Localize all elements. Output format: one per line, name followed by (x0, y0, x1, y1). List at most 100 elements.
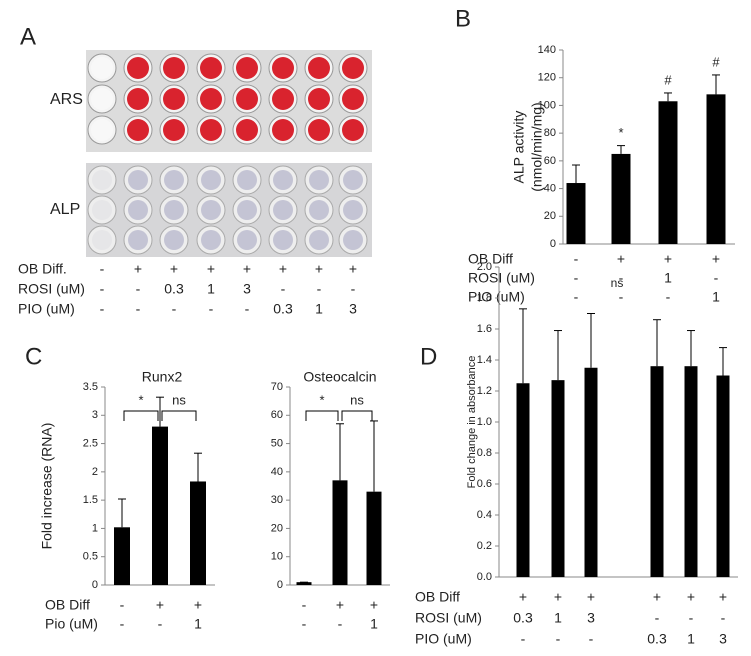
well-stain (236, 57, 258, 79)
y-tick-label: 80 (544, 127, 556, 139)
condition-value: - (100, 261, 105, 277)
condition-value: - (521, 631, 526, 647)
condition-name: PIO (uM) (415, 631, 472, 647)
panel-label: A (20, 23, 36, 50)
condition-value: 1 (712, 289, 720, 305)
condition-value: 0.3 (164, 281, 184, 297)
bracket (341, 410, 373, 421)
panel-label: D (420, 343, 437, 370)
bar (332, 480, 348, 585)
condition-name: PIO (uM) (18, 301, 75, 317)
condition-name: ROSI (uM) (468, 270, 535, 286)
y-tick-label: 0.0 (477, 571, 492, 583)
well-stain (343, 170, 363, 190)
well-stain (273, 230, 293, 250)
well-stain (201, 200, 221, 220)
well-stain (127, 57, 149, 79)
bar-label: * (618, 125, 623, 140)
condition-name: OB Diff (468, 251, 513, 267)
condition-value: 3 (587, 610, 595, 626)
bracket-label: * (138, 392, 143, 407)
bar (584, 367, 598, 577)
bracket-label: ns (350, 392, 364, 407)
bracket-label: * (319, 392, 324, 407)
row-label: ALP (50, 201, 80, 218)
condition-value: - (120, 597, 125, 613)
well-stain (272, 57, 294, 79)
condition-value: - (556, 631, 561, 647)
condition-value: 1 (370, 616, 378, 632)
condition-value: - (574, 270, 579, 286)
bar (716, 375, 730, 577)
condition-name: OB Diff (415, 589, 460, 605)
well-stain (342, 57, 364, 79)
well-stain (164, 230, 184, 250)
bar (611, 153, 631, 244)
condition-name: ROSI (uM) (18, 281, 85, 297)
y-tick-label: 20 (544, 210, 556, 222)
chart-title: Runx2 (142, 369, 183, 385)
well-stain (127, 119, 149, 141)
y-tick-label: 1 (92, 522, 98, 534)
well-stain (163, 88, 185, 110)
y-tick-label: 70 (271, 381, 283, 393)
condition-value: 3 (349, 301, 357, 317)
y-tick-label: 100 (538, 99, 556, 111)
well-stain (92, 200, 112, 220)
condition-value: - (100, 281, 105, 297)
condition-value: + (687, 589, 695, 605)
well-stain (91, 119, 113, 141)
well-stain (273, 170, 293, 190)
well-stain (91, 88, 113, 110)
y-tick-label: 1.8 (477, 292, 492, 304)
well-stain (309, 200, 329, 220)
condition-value: - (136, 301, 141, 317)
y-tick-label: 30 (271, 494, 283, 506)
bar (684, 366, 698, 577)
condition-value: + (156, 597, 164, 613)
condition-value: - (619, 270, 624, 286)
well-stain (164, 170, 184, 190)
bar-label: # (712, 54, 720, 69)
well-stain (308, 119, 330, 141)
y-tick-label: 0.5 (83, 551, 98, 563)
bar (152, 426, 168, 585)
well-stain (200, 57, 222, 79)
well-stain (237, 200, 257, 220)
well-stain (273, 200, 293, 220)
y-tick-label: 3 (92, 409, 98, 421)
condition-value: - (721, 610, 726, 626)
condition-value: - (589, 631, 594, 647)
condition-value: + (279, 261, 287, 277)
bar (366, 491, 382, 585)
condition-value: + (587, 589, 595, 605)
y-tick-label: 1.6 (477, 323, 492, 335)
condition-value: + (653, 589, 661, 605)
condition-value: 1 (315, 301, 323, 317)
y-tick-label: 0.4 (477, 509, 492, 521)
condition-value: + (519, 589, 527, 605)
condition-value: - (302, 616, 307, 632)
well-stain (164, 200, 184, 220)
chart-title: Osteocalcin (303, 369, 376, 385)
well-stain (163, 119, 185, 141)
y-tick-label: 60 (544, 155, 556, 167)
condition-value: - (100, 301, 105, 317)
condition-value: + (617, 251, 625, 267)
condition-name: OB Diff. (18, 261, 67, 277)
well-stain (201, 170, 221, 190)
y-tick-label: 1.2 (477, 385, 492, 397)
y-tick-label: 1.5 (83, 494, 98, 506)
y-tick-label: 0.6 (477, 478, 492, 490)
bar (551, 380, 565, 577)
well-stain (272, 119, 294, 141)
well-stain (308, 57, 330, 79)
condition-value: + (664, 251, 672, 267)
condition-value: - (619, 289, 624, 305)
well-stain (342, 88, 364, 110)
well-stain (92, 170, 112, 190)
condition-value: 3 (243, 281, 251, 297)
y-tick-label: 40 (271, 466, 283, 478)
condition-value: 1 (207, 281, 215, 297)
bar (566, 183, 586, 244)
